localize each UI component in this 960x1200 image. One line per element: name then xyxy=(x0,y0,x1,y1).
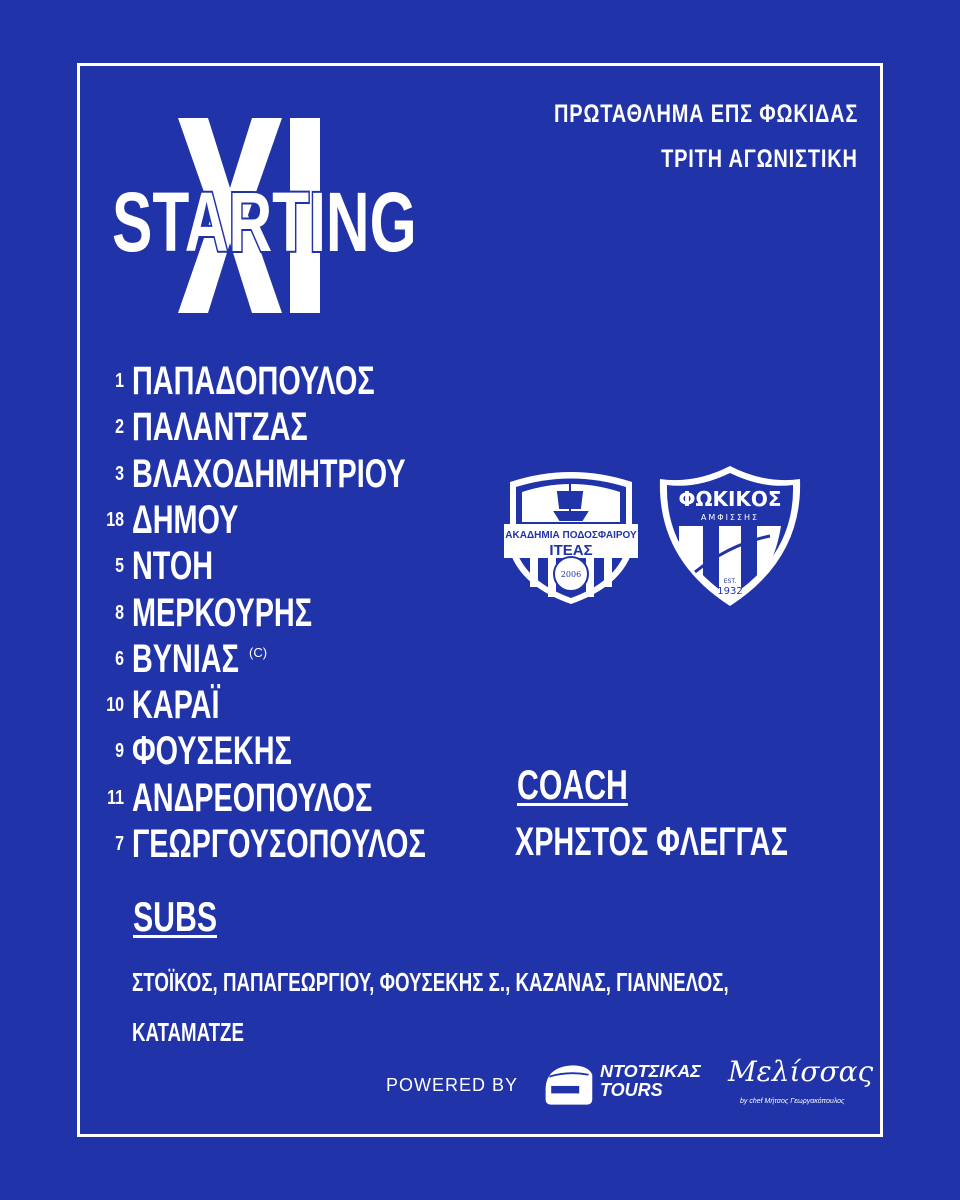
sponsor-ntotsikas-line1: ΝΤΟΤΣΙΚΑΣ xyxy=(600,1061,701,1081)
subs-list: ΣΤΟΪΚΟΣ, ΠΑΠΑΓΕΩΡΓΙΟΥ, ΦΟΥΣΕΚΗΣ Σ., ΚΑΖΑ… xyxy=(132,957,816,1057)
sponsor-ntotsikas-line2: TOURS xyxy=(600,1080,663,1100)
player-name: ΔΗΜΟΥ xyxy=(132,497,239,542)
player-number: 1 xyxy=(115,370,124,392)
home-crest-text1: ΑΚΑΔΗΜΙΑ ΠΟΔΟΣΦΑΙΡΟΥ xyxy=(505,530,637,541)
player-number: 6 xyxy=(115,647,124,670)
sponsor-melissas-subtitle: by chef Μήτσος Γεωργακόπουλος xyxy=(740,1098,845,1105)
player-number: 2 xyxy=(115,416,124,439)
player-name: ΒΥΝΙΑΣ xyxy=(132,636,239,681)
away-crest-est: EST. xyxy=(724,578,737,585)
player-row: 10 ΚΑΡΑΪ xyxy=(90,684,253,726)
player-number: 3 xyxy=(115,462,124,485)
player-row: 5 ΝΤΟΗ xyxy=(90,545,245,587)
home-crest-logo: ΑΚΑΔΗΜΙΑ ΠΟΔΟΣΦΑΙΡΟΥ ΙΤΕΑΣ 2006 xyxy=(504,472,638,604)
player-number: 9 xyxy=(115,740,124,763)
player-name: ΓΕΩΡΓΟΥΣΟΠΟΥΛΟΣ xyxy=(132,822,426,866)
player-name: ΑΝΔΡΕΟΠΟΥΛΟΣ xyxy=(132,775,373,820)
player-number: 8 xyxy=(115,601,124,624)
captain-badge: (C) xyxy=(249,645,268,661)
player-row: 11 ΑΝΔΡΕΟΠΟΥΛΟΣ xyxy=(90,777,466,819)
player-name: ΜΕΡΚΟΥΡΗΣ xyxy=(132,590,312,635)
player-name: ΝΤΟΗ xyxy=(132,544,214,589)
coach-heading: COACH xyxy=(517,761,628,808)
sponsor-ntotsikas-logo: ΝΤΟΤΣΙΚΑΣ TOURS xyxy=(600,1062,701,1100)
player-name: ΚΑΡΑΪ xyxy=(132,683,220,728)
coach-name: ΧΡΗΣΤΟΣ ΦΛΕΓΓΑΣ xyxy=(515,820,788,864)
player-name: ΠΑΠΑΔΟΠΟΥΛΟΣ xyxy=(132,359,375,403)
player-row: 2 ΠΑΛΑΝΤΖΑΣ xyxy=(90,406,376,448)
bus-icon xyxy=(545,1065,593,1105)
player-row: 3 ΒΛΑΧΟΔΗΜΗΤΡΙΟΥ xyxy=(90,453,512,495)
player-row: 7 ΓΕΩΡΓΟΥΣΟΠΟΥΛΟΣ xyxy=(90,823,540,865)
powered-by-label: POWERED BY xyxy=(386,1075,519,1095)
player-number: 11 xyxy=(107,786,124,809)
subs-line2: ΚΑΤΑΜΑΤΖΕ xyxy=(132,1017,244,1047)
sponsor-melissas-logo: Μελίσσας xyxy=(728,1055,874,1088)
away-crest-logo: ΦΩΚΙΚΟΣ ΑΜΦΙΣΣΗΣ EST. 1932 xyxy=(659,466,801,606)
player-number: 7 xyxy=(115,833,124,855)
title-starting: STARTING xyxy=(111,175,418,269)
subs-heading: SUBS xyxy=(133,893,218,940)
competition-line1: ΠΡΩΤΑΘΛΗΜΑ ΕΠΣ ΦΩΚΙΔΑΣ xyxy=(553,100,858,128)
player-row: 18 ΔΗΜΟΥ xyxy=(90,499,280,541)
player-number: 10 xyxy=(106,694,124,717)
player-name: ΠΑΛΑΝΤΖΑΣ xyxy=(132,405,308,450)
player-row: 6 ΒΥΝΙΑΣ (C) xyxy=(90,638,267,680)
away-crest-year: 1932 xyxy=(717,586,742,597)
away-crest-text2: ΑΜΦΙΣΣΗΣ xyxy=(701,513,759,522)
away-crest-text1: ΦΩΚΙΚΟΣ xyxy=(678,487,781,511)
subs-line1: ΣΤΟΪΚΟΣ, ΠΑΠΑΓΕΩΡΓΙΟΥ, ΦΟΥΣΕΚΗΣ Σ., ΚΑΖΑ… xyxy=(132,967,729,997)
player-number: 5 xyxy=(115,555,124,578)
player-number: 18 xyxy=(106,508,124,531)
player-name: ΒΛΑΧΟΔΗΜΗΤΡΙΟΥ xyxy=(132,451,406,496)
player-name: ΦΟΥΣΕΚΗΣ xyxy=(132,729,292,774)
home-crest-year: 2006 xyxy=(561,570,581,579)
title-xi-logo xyxy=(178,118,320,313)
competition-line2: ΤΡΙΤΗ ΑΓΩΝΙΣΤΙΚΗ xyxy=(661,145,858,173)
player-row: 9 ΦΟΥΣΕΚΗΣ xyxy=(90,730,354,772)
player-row: 8 ΜΕΡΚΟΥΡΗΣ xyxy=(90,592,382,634)
home-crest-text2: ΙΤΕΑΣ xyxy=(549,542,592,559)
player-row: 1 ΠΑΠΑΔΟΠΟΥΛΟΣ xyxy=(90,360,469,402)
border-frame xyxy=(77,63,883,1137)
